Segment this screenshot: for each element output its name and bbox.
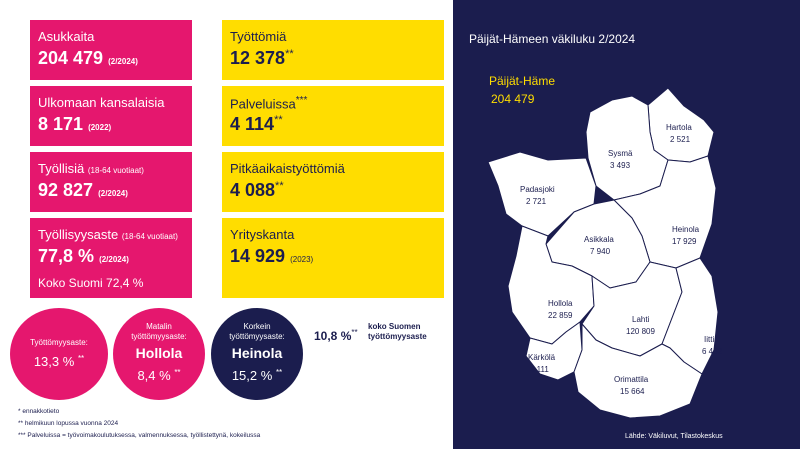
circle-mark: ** <box>77 354 85 363</box>
national-rate-value: 10,8 %** <box>314 328 358 343</box>
circle-label-1: Korkein <box>243 322 271 331</box>
stat-extra: Koko Suomi 72,4 % <box>38 276 144 290</box>
label-hollola: Hollola <box>548 299 573 308</box>
value-orimattila: 15 664 <box>620 387 645 396</box>
stat-label: Ulkomaan kansalaisia <box>38 95 165 110</box>
lowest-rate-circle: Matalin työttömyysaste: Hollola 8,4 % ** <box>113 308 205 400</box>
stat-label: Työttömiä <box>230 29 287 44</box>
value-karkola: 4 111 <box>530 365 549 374</box>
stat-note: (2/2024) <box>98 189 128 198</box>
label-karkola: Kärkölä <box>528 353 556 362</box>
value-hollola: 22 859 <box>548 311 573 320</box>
footnote-1: * ennakkotieto <box>18 408 60 415</box>
value-iitti: 6 432 <box>702 347 723 356</box>
stat-label-note: (18-64 vuotiaat) <box>121 232 178 241</box>
circle-mark: ** <box>174 368 181 377</box>
stat-box-employed: Työllisiä (18-64 vuotiaat) 92 827 (2/202… <box>30 152 192 212</box>
stat-box-unemployed: Työttömiä 12 378** <box>222 20 444 80</box>
stat-value: 4 088 <box>230 180 276 200</box>
stat-note: (2/2024) <box>108 57 138 66</box>
region-value: 204 479 <box>491 92 535 106</box>
label-asikkala: Asikkala <box>584 235 614 244</box>
stat-label: Yrityskanta <box>230 227 295 242</box>
national-value: 10,8 % <box>314 329 352 343</box>
stat-box-foreign-citizens: Ulkomaan kansalaisia 8 171 (2022) <box>30 86 192 146</box>
national-label-2: työttömyysaste <box>368 332 427 341</box>
stat-note: (2/2024) <box>99 255 129 264</box>
stat-box-employment-rate: Työllisyysaste (18-64 vuotiaat) 77,8 % (… <box>30 218 192 298</box>
circle-name: Heinola <box>231 345 283 361</box>
stat-label: Työllisiä <box>38 161 85 176</box>
national-label-1: koko Suomen <box>368 322 421 331</box>
stat-value: 204 479 <box>38 48 104 68</box>
circle-label-2: työttömyysaste: <box>229 332 285 341</box>
circle-value: 15,2 % <box>231 368 273 383</box>
stat-value: 77,8 % <box>38 246 95 266</box>
stat-box-population: Asukkaita 204 479 (2/2024) <box>30 20 192 80</box>
stat-mark: ** <box>274 114 283 126</box>
circle-label-2: työttömyysaste: <box>131 332 187 341</box>
circle-value: 8,4 % <box>137 368 171 383</box>
value-padasjoki: 2 721 <box>526 197 547 206</box>
circle-value: 13,3 % <box>33 354 75 369</box>
label-heinola: Heinola <box>672 225 700 234</box>
stat-label: Palveluissa <box>230 96 296 112</box>
stat-label: Asukkaita <box>38 29 95 44</box>
circle-mark: ** <box>275 368 283 377</box>
label-hartola: Hartola <box>666 123 692 132</box>
map-title: Päijät-Hämeen väkiluku 2/2024 <box>469 32 636 46</box>
stat-box-long-term-unemployed: Pitkäaikaistyöttömiä 4 088** <box>222 152 444 212</box>
label-lahti: Lahti <box>632 315 650 324</box>
map-source: Lähde: Väkiluvut, Tilastokeskus <box>625 433 723 440</box>
stat-mark: ** <box>285 48 294 60</box>
stat-note: (2023) <box>290 255 314 264</box>
stat-note: (2022) <box>88 123 112 132</box>
value-heinola: 17 929 <box>672 237 697 246</box>
footnote-2: ** helmikuun lopussa vuonna 2024 <box>18 420 119 427</box>
label-iitti: Iitti <box>704 335 714 344</box>
stat-value: 92 827 <box>38 180 94 200</box>
stat-label: Pitkäaikaistyöttömiä <box>230 161 345 176</box>
label-padasjoki: Padasjoki <box>520 185 555 194</box>
stat-mark: ** <box>275 180 284 192</box>
stat-value: 8 171 <box>38 114 84 134</box>
label-sysma: Sysmä <box>608 149 633 158</box>
value-hartola: 2 521 <box>670 135 691 144</box>
value-lahti: 120 809 <box>626 327 655 336</box>
stat-label-mark: *** <box>295 95 308 106</box>
footnote-3: *** Palveluissa = työvoimakoulutuksessa,… <box>18 432 261 439</box>
unemployment-rate-circle: Työttömyysaste: 13,3 % ** <box>10 308 108 400</box>
label-orimattila: Orimattila <box>614 375 649 384</box>
national-rate-label: koko Suomen työttömyysaste <box>368 322 427 342</box>
stat-box-companies: Yrityskanta 14 929 (2023) <box>222 218 444 298</box>
stat-value: 12 378 <box>230 48 286 68</box>
region-name: Päijät-Häme <box>489 74 556 88</box>
national-mark: ** <box>351 328 358 337</box>
stat-box-in-services: Palveluissa*** 4 114** <box>222 86 444 146</box>
region-orimattila <box>573 323 703 419</box>
stat-value: 4 114 <box>230 114 275 134</box>
highest-rate-circle: Korkein työttömyysaste: Heinola 15,2 % *… <box>211 308 303 400</box>
value-sysma: 3 493 <box>610 161 631 170</box>
circle-name: Hollola <box>135 345 183 361</box>
stat-label-note: (18-64 vuotiaat) <box>87 166 144 175</box>
value-asikkala: 7 940 <box>590 247 611 256</box>
circle-label: Työttömyysaste: <box>30 338 88 347</box>
stat-value: 14 929 <box>230 246 286 266</box>
circle-label-1: Matalin <box>146 322 172 331</box>
stat-label: Työllisyysaste <box>38 227 119 242</box>
